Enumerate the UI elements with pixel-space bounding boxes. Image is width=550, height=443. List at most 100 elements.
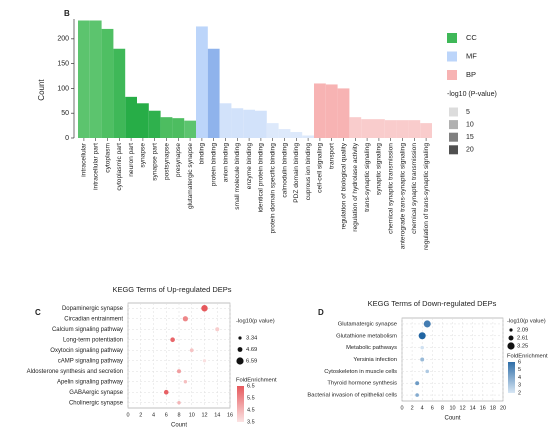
legend-label: 5 [518,367,521,373]
legend-dot [509,328,513,332]
bar [184,120,196,138]
dot [182,316,188,322]
legend-label: 3.34 [246,336,258,342]
bar [255,110,267,138]
dot [423,320,431,328]
legend-label: 2.61 [517,336,528,342]
legend-label: CC [466,33,477,42]
x-tick-label: 2 [139,412,142,418]
x-tick-label: 4 [152,412,155,418]
y-tick-label: Thyroid hormone synthesis [327,381,397,387]
bar [302,135,314,138]
x-tick-label: 10 [449,405,455,411]
y-tick-label: Circadian entrainment [64,316,123,322]
y-tick-label: cAMP signaling pathway [58,358,123,364]
x-tick-label: 0 [400,405,403,411]
x-tick-label: 16 [480,405,486,411]
x-tick-label: protein binding [210,143,217,187]
x-tick-label: 16 [227,412,233,418]
dot [215,327,220,332]
dot [420,357,425,362]
bar [361,119,373,138]
bar [125,96,137,138]
bar [196,26,208,138]
y-tick-label: 50 [61,110,69,117]
legend-label: 3 [518,383,521,389]
color-bar [508,362,515,393]
x-tick-label: presynapse [175,143,182,177]
legend-swatch [449,120,458,130]
chart-title: KEGG Terms of Down-regulated DEPs [368,299,497,308]
legend-title: -log10(p value) [236,319,275,325]
x-tick-label: 14 [470,405,476,411]
legend-label: 3.5 [247,419,255,425]
x-tick-label: postsynapse [163,143,170,180]
y-tick-label: 0 [65,135,69,142]
bar [78,20,90,138]
dot [425,369,430,374]
bar [113,48,126,138]
bar [384,120,397,138]
x-tick-label: intracellular part [92,143,99,190]
x-tick-label: synapse part [151,143,158,181]
y-tick-label: Glutathione metabolism [336,333,397,339]
legend-dot [238,336,242,340]
x-tick-label: cuprous ion binding [305,143,312,201]
x-tick-label: 18 [490,405,496,411]
x-tick-label: trans-synaptic signaling [364,143,371,212]
x-axis-label: Count [171,423,187,429]
x-tick-label: enzyme binding [246,143,253,190]
legend-label: 4 [518,375,521,381]
dot [201,305,208,312]
y-tick-label: Calcium signaling pathway [52,327,123,333]
legend-label: 4.5 [247,407,255,413]
x-tick-label: glutamatergic synapse [187,143,194,209]
y-tick-label: 150 [57,60,69,67]
y-axis-label: Count [37,79,46,101]
x-tick-label: cell-cell signaling [317,143,324,193]
legend-title: -log10 (P-value) [447,91,497,98]
legend-dot [237,347,243,352]
x-tick-label: 8 [177,412,180,418]
x-tick-label: calmodulin binding [281,143,288,198]
legend-swatch [449,107,458,117]
panel-label: D [318,308,324,317]
y-tick-label: Metabolic pathways [346,345,397,351]
legend-label: MF [466,51,477,60]
dot [176,369,182,374]
x-tick-label: chemical synaptic transmission [411,143,418,234]
legend-label: 3.25 [517,344,528,350]
x-tick-label: anterograde trans-synaptic signaling [399,143,406,250]
legend-label: 10 [466,121,474,128]
bar [325,84,338,138]
bar [290,132,303,138]
dot [415,381,420,386]
legend-title: FoldEnrichment [236,378,277,384]
dot [177,401,181,405]
dot [183,380,188,384]
x-tick-label: PDZ domain binding [293,143,300,203]
dot [189,348,194,353]
x-tick-label: 20 [500,405,506,411]
y-tick-label: GABAergic synapse [69,390,123,396]
x-tick-label: synapse [140,143,147,168]
x-tick-label: protein domain specific binding [269,143,276,234]
y-tick-label: Dopaminergic synapse [62,306,124,312]
x-tick-label: cytoplasm [104,142,111,172]
x-tick-label: 4 [421,405,424,411]
bar [266,123,279,138]
bar [231,108,244,138]
bar [207,48,220,138]
x-tick-label: binding [199,143,206,165]
x-tick-label: transport [328,143,335,169]
x-tick-label: chemical synaptic transmission [387,143,394,234]
x-tick-label: regulation of hydrolase activity [352,142,359,231]
dot [202,359,207,363]
x-tick-label: 12 [201,412,207,418]
y-tick-label: 200 [57,36,69,43]
y-tick-label: Apelin signaling pathway [57,379,123,385]
bar [172,118,185,138]
dot [170,337,175,343]
bar [349,117,362,138]
